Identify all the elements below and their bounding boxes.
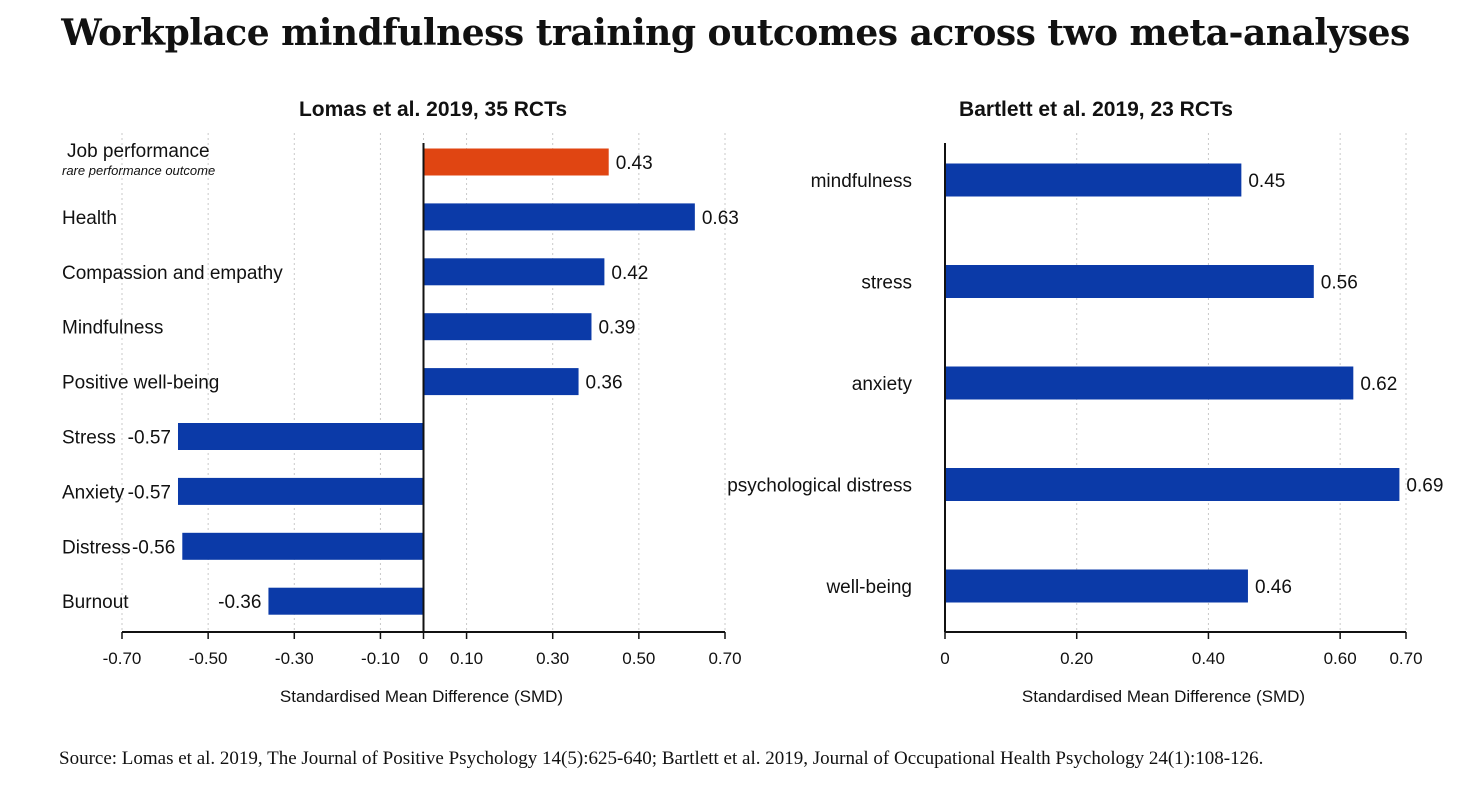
panel1-bar: [268, 587, 424, 615]
panel1-bar: [182, 532, 424, 560]
source-note: Source: Lomas et al. 2019, The Journal o…: [59, 748, 1264, 769]
panel1-tick-label: 0.30: [536, 649, 569, 668]
panel2-x-axis-title: Standardised Mean Difference (SMD): [1022, 687, 1305, 706]
panel1-category-label: Distress: [62, 537, 131, 558]
panel1-tick-label: -0.70: [103, 649, 142, 668]
panel1-value-label: 0.43: [616, 153, 653, 174]
panel1-category-label: Positive well-being: [62, 373, 219, 394]
panel1-title: Lomas et al. 2019, 35 RCTs: [299, 98, 567, 121]
panel2-tick-label: 0.70: [1389, 649, 1422, 668]
panel2-bar: [945, 163, 1242, 197]
figure-title: Workplace mindfulness training outcomes …: [61, 12, 1410, 54]
panel1-bar: [423, 368, 579, 396]
panel1-bar: [177, 477, 424, 505]
panel1-value-label: 0.63: [702, 208, 739, 229]
panel2-bar: [945, 366, 1354, 400]
panel1-tick-label: 0.50: [622, 649, 655, 668]
panel2-category-label: mindfulness: [811, 171, 912, 192]
panel1-value-label: 0.39: [598, 318, 635, 339]
panel2-category-label: stress: [861, 273, 912, 294]
panel1-value-label: -0.36: [218, 592, 261, 613]
panel2-tick-label: 0.60: [1324, 649, 1357, 668]
panel2-bar: [945, 569, 1248, 603]
panel1-tick-label: 0: [419, 649, 428, 668]
panel1-category-note: rare performance outcome: [62, 163, 215, 178]
panel1-category-label: Health: [62, 208, 117, 229]
panel1-value-label: -0.57: [128, 428, 171, 449]
panel1-tick-label: -0.50: [189, 649, 228, 668]
panel1-value-label: -0.57: [128, 482, 171, 503]
panel2-bar: [945, 468, 1400, 501]
panel1-bar: [423, 203, 695, 231]
panel1-tick-label: -0.30: [275, 649, 314, 668]
panel1-tick-label: 0.70: [708, 649, 741, 668]
panel1-bar: [423, 313, 592, 341]
panel2-tick-label: 0.20: [1060, 649, 1093, 668]
panel2-bar: [945, 265, 1314, 298]
panel2-category-label: psychological distress: [727, 476, 912, 497]
panel1-bar: [423, 148, 609, 176]
panel1-bar: [423, 258, 605, 286]
panel1-bar: [177, 423, 424, 450]
panel1-tick-label: 0.10: [450, 649, 483, 668]
panel2-category-label: anxiety: [852, 374, 913, 395]
panel1-tick-label: -0.10: [361, 649, 400, 668]
panel2-value-label: 0.56: [1321, 273, 1358, 294]
panel2-value-label: 0.69: [1406, 476, 1443, 497]
panel1-category-label: Job performance: [67, 141, 210, 162]
panel1-category-label: Anxiety: [62, 482, 125, 503]
panel2-category-label: well-being: [825, 577, 912, 598]
panel1-value-label: 0.42: [611, 263, 648, 284]
panel2-tick-label: 0.40: [1192, 649, 1225, 668]
panel2-tick-label: 0: [940, 649, 949, 668]
panel2-value-label: 0.62: [1360, 374, 1397, 395]
panel1-category-label: Compassion and empathy: [62, 263, 283, 284]
panel1-category-label: Stress: [62, 428, 116, 449]
panel1-value-label: -0.56: [132, 537, 175, 558]
panel1-category-label: Burnout: [62, 592, 129, 613]
panel1-value-label: 0.36: [586, 373, 623, 394]
panel2-value-label: 0.46: [1255, 577, 1292, 598]
panel2-title: Bartlett et al. 2019, 23 RCTs: [959, 98, 1233, 121]
panel2-value-label: 0.45: [1248, 171, 1285, 192]
panel1-x-axis-title: Standardised Mean Difference (SMD): [280, 687, 563, 706]
panel1-category-label: Mindfulness: [62, 318, 163, 339]
